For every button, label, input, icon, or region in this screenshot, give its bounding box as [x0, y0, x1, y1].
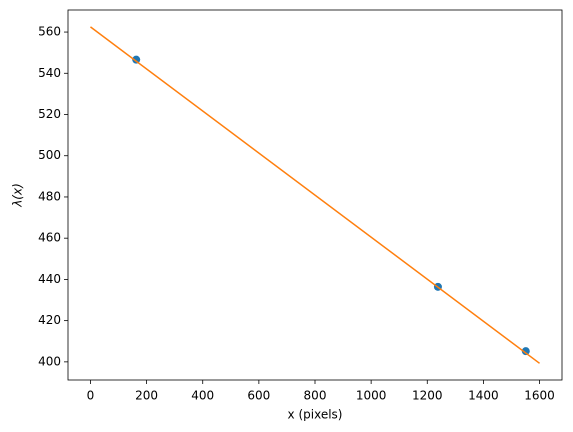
y-tick-label: 500: [38, 148, 61, 162]
data-point: [521, 347, 530, 356]
data-point: [132, 55, 141, 64]
x-tick-label: 1600: [524, 389, 555, 403]
x-tick-label: 800: [304, 389, 327, 403]
x-tick-label: 1400: [468, 389, 499, 403]
x-tick-label: 200: [135, 389, 158, 403]
y-tick-label: 460: [38, 231, 61, 245]
y-tick-label: 480: [38, 189, 61, 203]
fit-line: [90, 26, 540, 364]
x-tick-label: 1200: [412, 389, 443, 403]
y-tick-label: 560: [38, 25, 61, 39]
y-tick-label: 440: [38, 272, 61, 286]
x-axis-label: x (pixels): [288, 408, 343, 422]
y-tick-label: 400: [38, 354, 61, 368]
y-tick-label: 520: [38, 107, 61, 121]
y-axis-label: λ(x): [11, 183, 25, 208]
x-tick-label: 1000: [356, 389, 387, 403]
x-tick-label: 400: [191, 389, 214, 403]
y-tick-label: 420: [38, 313, 61, 327]
x-tick-label: 600: [247, 389, 270, 403]
x-tick-label: 0: [87, 389, 95, 403]
y-tick-label: 540: [38, 66, 61, 80]
